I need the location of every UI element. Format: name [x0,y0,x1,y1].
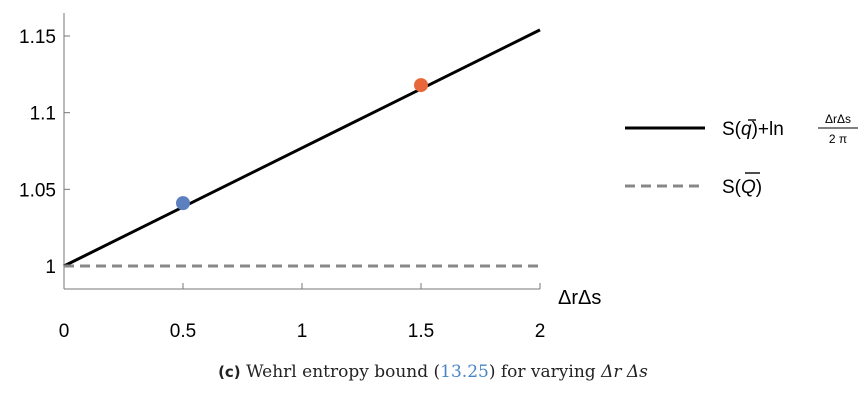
x-tick-label: 0.5 [170,321,196,342]
figure-caption: (c) Wehrl entropy bound (13.25) for vary… [0,362,866,382]
legend-fraction-numerator: ΔrΔs [825,112,851,126]
legend: S(q)+ln ΔrΔs 2 π S(Q) [625,112,858,198]
caption-tag: (c) [218,363,241,381]
y-tick-label: 1.1 [30,104,56,125]
x-tick-label: 2 [535,321,546,342]
series-layer [63,28,541,268]
y-tick-label: 1.15 [19,27,56,48]
x-tick-label: 0 [59,321,70,342]
caption-equation-ref[interactable]: 13.25 [440,362,489,382]
data-point-1 [176,196,190,211]
y-tick-label: 1.05 [19,180,56,201]
legend-fraction-denominator: 2 π [829,132,847,146]
legend-label-dashed: S(Q) [722,177,762,198]
data-point-2 [414,78,428,93]
series-line-solid [63,28,541,268]
points-layer [176,78,428,211]
caption-var-ds: Δs [626,362,648,382]
caption-text-1: Wehrl entropy bound ( [240,362,441,382]
x-axis-label: ΔrΔs [558,287,601,309]
chart-figure: 1 1.05 1.1 1.15 0 0.5 1 1.5 2 ΔrΔs S(q)+ln ΔrΔs 2… [19,13,858,342]
caption-text-2: ) for varying [488,362,602,382]
x-tick-label: 1 [297,321,308,342]
caption-var-dr: Δr [601,362,622,382]
axes: 1 1.05 1.1 1.15 0 0.5 1 1.5 2 ΔrΔs [19,13,601,342]
legend-label-solid: S(q)+ln [722,119,784,140]
y-tick-label: 1 [45,257,56,278]
x-tick-label: 1.5 [408,321,434,342]
